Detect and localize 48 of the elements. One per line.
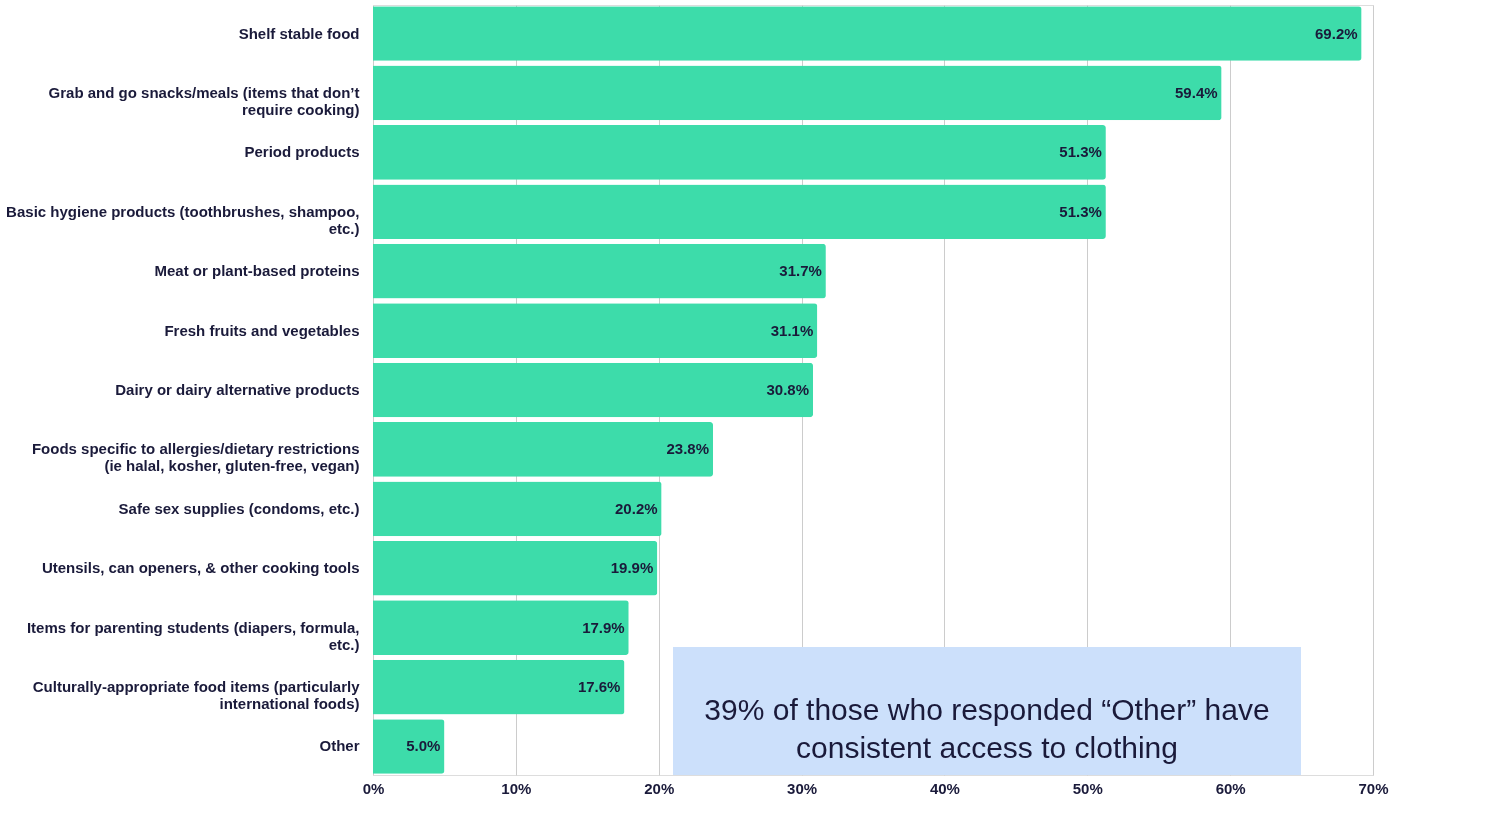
data-label: 69.2% — [1315, 24, 1358, 42]
data-label: 5.0% — [406, 737, 441, 755]
y-tick-label: Period products — [244, 143, 360, 161]
x-tick-label: 0% — [362, 779, 385, 797]
bar — [373, 422, 713, 477]
y-tick-label: Fresh fruits and vegetables — [164, 321, 360, 339]
data-label: 23.8% — [666, 440, 709, 458]
bar — [373, 65, 1222, 121]
y-tick-label: Culturally-appropriate food items (particularly international foods) — [32, 678, 361, 713]
x-tick-label: 40% — [929, 779, 960, 797]
data-label: 51.3% — [1059, 143, 1102, 161]
data-label: 17.6% — [577, 678, 621, 696]
data-label: 31.7% — [779, 262, 822, 280]
data-label: 30.8% — [766, 381, 809, 398]
bar — [373, 600, 629, 655]
x-tick-label: 30% — [787, 779, 818, 797]
bar — [373, 719, 445, 774]
bar — [373, 659, 625, 715]
x-tick-label: 20% — [644, 779, 675, 797]
bar — [373, 481, 662, 537]
data-label: 51.3% — [1059, 202, 1102, 220]
x-tick-label: 70% — [1358, 779, 1389, 797]
x-tick-label: 50% — [1072, 779, 1103, 797]
y-tick-label: Items for parenting students (diapers, formula, etc.) — [26, 618, 360, 653]
bar — [373, 125, 1106, 180]
bar — [373, 6, 1362, 61]
bar — [373, 184, 1106, 240]
data-label: 31.1% — [770, 321, 814, 339]
y-tick-label: Safe sex supplies (condoms, etc.) — [118, 499, 360, 517]
y-tick-label: Other — [319, 737, 360, 755]
bar — [373, 362, 813, 418]
y-tick-label: Basic hygiene products (toothbrushes, shampoo, etc.) — [6, 202, 360, 237]
x-tick-label: 60% — [1215, 779, 1246, 797]
bar — [373, 303, 818, 358]
bar — [373, 243, 826, 299]
data-label: 17.9% — [582, 618, 625, 636]
y-tick-label: Foods specific to allergies/dietary restrictions (ie halal, kosher, gluten-free, vegan) — [31, 440, 360, 475]
data-label: 20.2% — [615, 499, 658, 517]
data-label: 19.9% — [610, 559, 654, 577]
y-tick-label: Grab and go snacks/meals (items that don’t require cooking) — [48, 83, 360, 118]
bar — [373, 540, 658, 596]
y-tick-label: Meat or plant-based proteins — [154, 262, 360, 280]
y-tick-label: Shelf stable food — [238, 24, 360, 42]
annotation: 39% of those who responded “Other” have consistent access to clothing — [704, 693, 1270, 764]
y-tick-label: Dairy or dairy alternative products — [115, 381, 360, 398]
data-label: 59.4% — [1175, 83, 1218, 101]
y-tick-label: Utensils, can openers, & other cooking tools — [41, 559, 360, 577]
x-tick-label: 10% — [501, 779, 532, 797]
